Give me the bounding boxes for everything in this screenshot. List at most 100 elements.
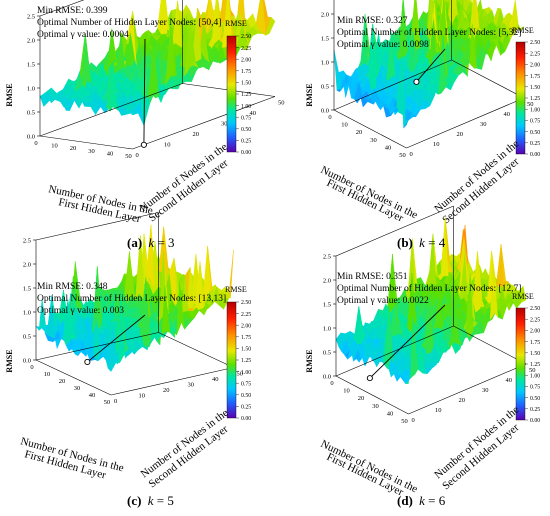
y-tick-label: 50 [527, 101, 534, 108]
panel-b: 0.0 0.5 1.0 1.5 2.0 2.50 10 20 30 40 50 0 10 20 30 40 50… [305, 0, 540, 226]
surface-cell [191, 64, 202, 82]
panel-a: 0.00.51.01.52.02.50 10 20 30 40 50 01020304050… [5, 0, 285, 225]
surface-cell [162, 82, 173, 92]
surface-cell [171, 1, 182, 48]
caption-c-value: 5 [167, 493, 174, 508]
z-axis-label: RMSE [305, 83, 314, 106]
annotation-optimal-nodes: Optimal Number of Hidden Layer Nodes: [1… [37, 293, 226, 304]
caption-b-eq: = [428, 235, 439, 250]
surface-cell [359, 347, 368, 363]
colorbar-tick-label: 0.00 [530, 418, 540, 424]
colorbar-tick-label: 1.25 [241, 92, 251, 98]
surface-cell [117, 324, 126, 364]
surface-cell [98, 351, 108, 362]
x-tick-label: 50 [104, 399, 111, 406]
y-tick-label: 10 [433, 141, 440, 148]
surface-cell [161, 285, 171, 335]
surface-cell [194, 261, 204, 311]
axis-line-1 [335, 325, 454, 377]
y-tick-label: 50 [278, 100, 285, 107]
surface-cell [461, 331, 470, 346]
surface-cell [492, 37, 501, 56]
colorbar-tick-label: 1.50 [241, 81, 251, 87]
surface-cell [504, 283, 513, 300]
annotation-box: Min RMSE: 0.399 Optimal Number of Hidden… [37, 6, 221, 40]
surface-cell [352, 341, 361, 356]
minimum-marker [413, 78, 420, 85]
colorbar-tick-label: 2.50 [530, 40, 540, 46]
surface-cell [469, 23, 478, 69]
colorbar-title: RMSE [512, 26, 534, 35]
annotation-min-rmse: Min RMSE: 0.399 [37, 6, 108, 16]
caption-c-label: (c) [127, 493, 141, 508]
surface-cell [457, 9, 466, 32]
colorbar-tick-label: 2.00 [241, 323, 251, 329]
axis-line-0 [335, 375, 409, 415]
surface-cell [236, 20, 247, 51]
surface-cell [62, 78, 73, 90]
axis-line-2 [132, 96, 276, 150]
x-tick-label: 0 [328, 114, 331, 121]
y-tick-label: 30 [480, 121, 487, 128]
colorbar-tick-label: 1.25 [530, 362, 540, 368]
y-tick-label: 40 [250, 110, 257, 117]
surface-cell [449, 0, 458, 18]
surface-cell [135, 235, 144, 301]
surface-cell [81, 33, 92, 83]
y-tick-label: 40 [504, 111, 511, 118]
surface-cell [398, 0, 407, 60]
x-tick-label: 20 [70, 145, 77, 152]
caption-b-label: (b) [397, 235, 413, 250]
surface-cell [407, 238, 416, 301]
surface-cell [430, 349, 439, 365]
y-tick-label: 0 [114, 398, 117, 405]
axis-line-0 [333, 109, 407, 149]
z-tick-label: 2.0 [321, 12, 329, 19]
z-tick-label: 1.0 [23, 310, 31, 317]
colorbar-tick-label: 1.75 [241, 335, 251, 341]
pointer-line [416, 48, 446, 83]
annotation-optimal-nodes: Optimal Number of Hidden Layer Nodes: [1… [337, 283, 521, 294]
annotation-min-rmse: Min RMSE: 0.348 [37, 282, 108, 292]
y-tick-label: 20 [163, 387, 170, 394]
minimum-marker [140, 141, 147, 148]
surface-cell [208, 57, 219, 71]
surface-cell [202, 246, 211, 303]
surface-cell [69, 97, 80, 111]
surface-cell [389, 89, 398, 104]
x-tick-label: 20 [59, 378, 66, 385]
z-tick-label: 2.5 [27, 14, 35, 21]
surface-cell [136, 45, 146, 65]
colorbar-tick-label: 0.00 [530, 152, 540, 158]
surface-cell [424, 368, 433, 375]
y-tick-label: 0 [412, 417, 415, 424]
colorbar: RMSE 0.00 0.25 0.50 0.75 1.00 1.25 1.50 1.75 2.0… [512, 26, 540, 158]
surface-cell [211, 0, 221, 49]
surface-cell [105, 28, 116, 76]
surface-cell [92, 266, 101, 334]
caption-a: (a) k = 3 [127, 235, 175, 250]
surface-cell [165, 23, 175, 86]
axis-line-3 [158, 332, 234, 368]
surface-cell [375, 33, 384, 69]
axis-line-3 [453, 325, 527, 365]
surface-cell [489, 260, 499, 321]
caption-a-label: (a) [127, 235, 142, 250]
axis-line-2 [406, 97, 525, 149]
surface-cell [411, 93, 420, 107]
surface-cell [77, 340, 87, 357]
surface-cell [511, 25, 520, 31]
y-axis-label-line1: Number of Nodes in the [432, 404, 521, 482]
surface-cell [434, 290, 443, 300]
colorbar-title: RMSE [225, 19, 247, 28]
z-tick-label: 2.5 [323, 254, 331, 261]
caption-b-value: 4 [439, 235, 446, 250]
z-tick-label: 0.0 [23, 358, 31, 365]
colorbar-tick-label: 2.25 [530, 317, 540, 323]
axis-line-1 [35, 332, 159, 361]
surface-cell [423, 294, 432, 355]
colorbar-tick-label: 0.50 [241, 127, 251, 133]
colorbar-tick-label: 0.75 [530, 385, 540, 391]
surface-cell [502, 29, 511, 52]
